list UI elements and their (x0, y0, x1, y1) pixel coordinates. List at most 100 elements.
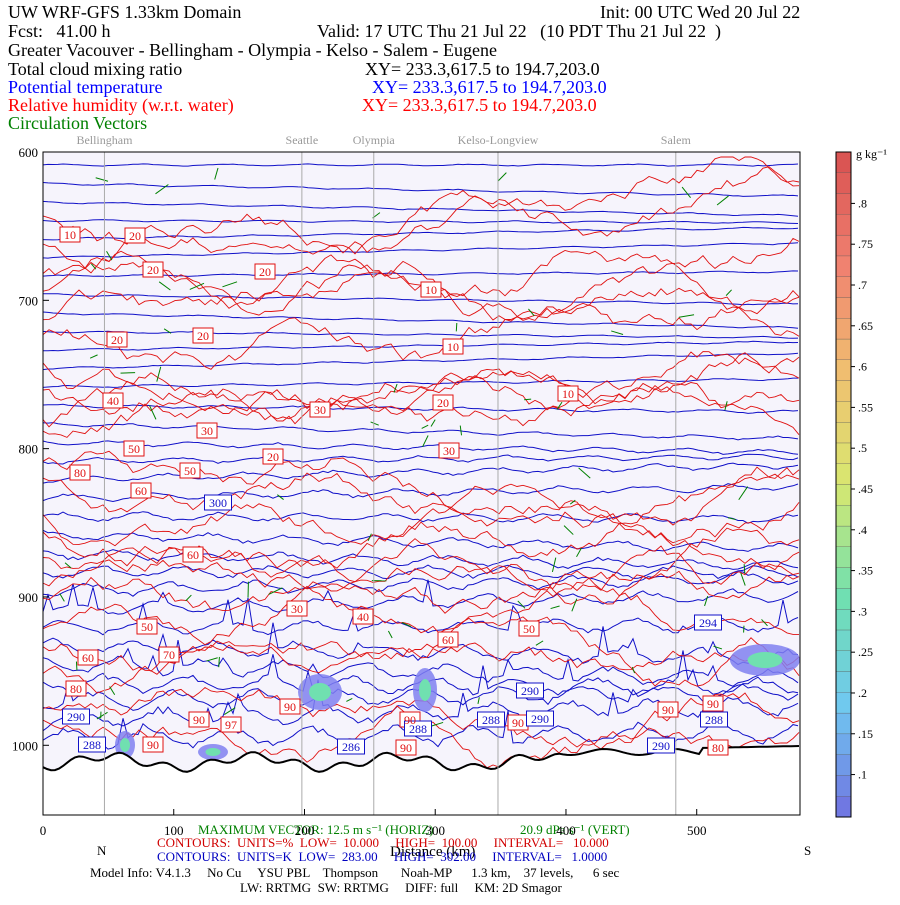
colorbar-tick-label: .35 (858, 564, 873, 578)
colorbar-band (836, 256, 851, 277)
subtitle: Greater Vacouver - Bellingham - Olympia … (8, 40, 497, 60)
colorbar-band (836, 505, 851, 526)
x-tick-label: 200 (295, 823, 315, 838)
colorbar-band (836, 547, 851, 568)
rh-label: 30 (314, 403, 326, 417)
rh-label: 40 (357, 610, 369, 624)
rh-label: 80 (70, 682, 82, 696)
colorbar-band (836, 672, 851, 693)
init-time: Init: 00 UTC Wed 20 Jul 22 (600, 2, 800, 22)
field-section: XY= 233.3,617.5 to 194.7,203.0 (365, 59, 600, 79)
rh-label: 90 (147, 738, 159, 752)
colorbar-band (836, 464, 851, 485)
colorbar-band (836, 277, 851, 298)
theta-label: 286 (342, 740, 360, 754)
rh-label: 20 (437, 396, 449, 410)
theta-label: 288 (482, 713, 500, 727)
colorbar-band (836, 443, 851, 464)
field-name: Total cloud mixing ratio (8, 59, 182, 79)
title: UW WRF-GFS 1.33km Domain (8, 2, 241, 22)
cloud-core (748, 652, 783, 668)
location-label: Bellingham (76, 133, 133, 147)
colorbar-tick-label: .55 (858, 400, 873, 414)
rh-label: 10 (562, 387, 574, 401)
field-name: Circulation Vectors (8, 113, 147, 133)
rh-label: 60 (135, 484, 147, 498)
x-start-label: N (97, 843, 107, 858)
colorbar-tick-label: .1 (858, 768, 867, 782)
colorbar-tick-label: .4 (858, 523, 867, 537)
theta-label: 290 (521, 684, 539, 698)
colorbar-band (836, 651, 851, 672)
rh-label: 80 (74, 466, 86, 480)
rh-label: 97 (225, 718, 237, 732)
colorbar-tick-label: .65 (858, 319, 873, 333)
rh-label: 50 (128, 442, 140, 456)
colorbar-tick-label: .8 (858, 196, 867, 210)
rh-label: 20 (259, 265, 271, 279)
y-tick-label: 1000 (12, 738, 38, 753)
colorbar-band (836, 526, 851, 547)
colorbar-band (836, 755, 851, 776)
colorbar-band (836, 734, 851, 755)
colorbar-tick-label: .5 (858, 441, 867, 455)
theta-contour-info: CONTOURS: UNITS=K LOW= 283.00 HIGH= 302.… (157, 849, 607, 864)
theta-label: 288 (705, 713, 723, 727)
rh-label: 30 (291, 602, 303, 616)
colorbar-band (836, 339, 851, 360)
rh-label: 20 (147, 263, 159, 277)
y-tick-label: 700 (19, 293, 39, 308)
colorbar-tick-label: .6 (858, 360, 867, 374)
cloud-core (309, 683, 331, 701)
colorbar-band (836, 588, 851, 609)
colorbar-band (836, 235, 851, 256)
colorbar-band (836, 713, 851, 734)
location-label: Seattle (286, 133, 319, 147)
colorbar-tick-label: .7 (858, 278, 867, 292)
rh-label: 20 (129, 229, 141, 243)
rh-label: 30 (201, 424, 213, 438)
colorbar-tick-label: .15 (858, 727, 873, 741)
colorbar-tick-label: .3 (858, 604, 867, 618)
colorbar-band (836, 692, 851, 713)
location-label: Olympia (353, 133, 396, 147)
colorbar-band (836, 796, 851, 817)
colorbar-tick-label: .2 (858, 686, 867, 700)
rh-label: 90 (512, 716, 524, 730)
colorbar-band (836, 775, 851, 796)
colorbar-tick-label: .45 (858, 482, 873, 496)
colorbar-band (836, 152, 851, 173)
plot-area (43, 152, 800, 815)
colorbar-unit: g kg⁻¹ (856, 147, 887, 161)
circulation-vector (219, 657, 220, 667)
theta-label: 290 (67, 710, 85, 724)
circulation-vector (744, 564, 745, 573)
rh-label: 70 (163, 648, 175, 662)
theta-label: 300 (209, 496, 227, 510)
rh-label: 10 (425, 283, 437, 297)
theta-label: 290 (531, 712, 549, 726)
theta-label: 290 (652, 739, 670, 753)
valid-time: Valid: 17 UTC Thu 21 Jul 22 (10 PDT Thu … (317, 21, 721, 42)
rh-label: 60 (187, 548, 199, 562)
location-label: Salem (661, 133, 692, 147)
rh-label: 90 (662, 703, 674, 717)
colorbar-band (836, 297, 851, 318)
rh-label: 90 (284, 700, 296, 714)
field-section: XY= 233.3,617.5 to 194.7,203.0 (362, 95, 597, 115)
x-tick-label: 400 (556, 823, 576, 838)
colorbar-band (836, 422, 851, 443)
physics-info: LW: RRTMG SW: RRTMG DIFF: full KM: 2D Sm… (240, 880, 563, 895)
x-tick-label: 100 (164, 823, 184, 838)
colorbar-band (836, 360, 851, 381)
colorbar-band (836, 318, 851, 339)
cloud-core (206, 748, 221, 756)
rh-label: 30 (443, 444, 455, 458)
colorbar-band (836, 485, 851, 506)
rh-label: 60 (442, 633, 454, 647)
x-tick-label: 500 (687, 823, 707, 838)
y-tick-label: 800 (19, 442, 39, 457)
location-label: Kelso-Longview (458, 133, 539, 147)
cloud-core (120, 738, 130, 752)
